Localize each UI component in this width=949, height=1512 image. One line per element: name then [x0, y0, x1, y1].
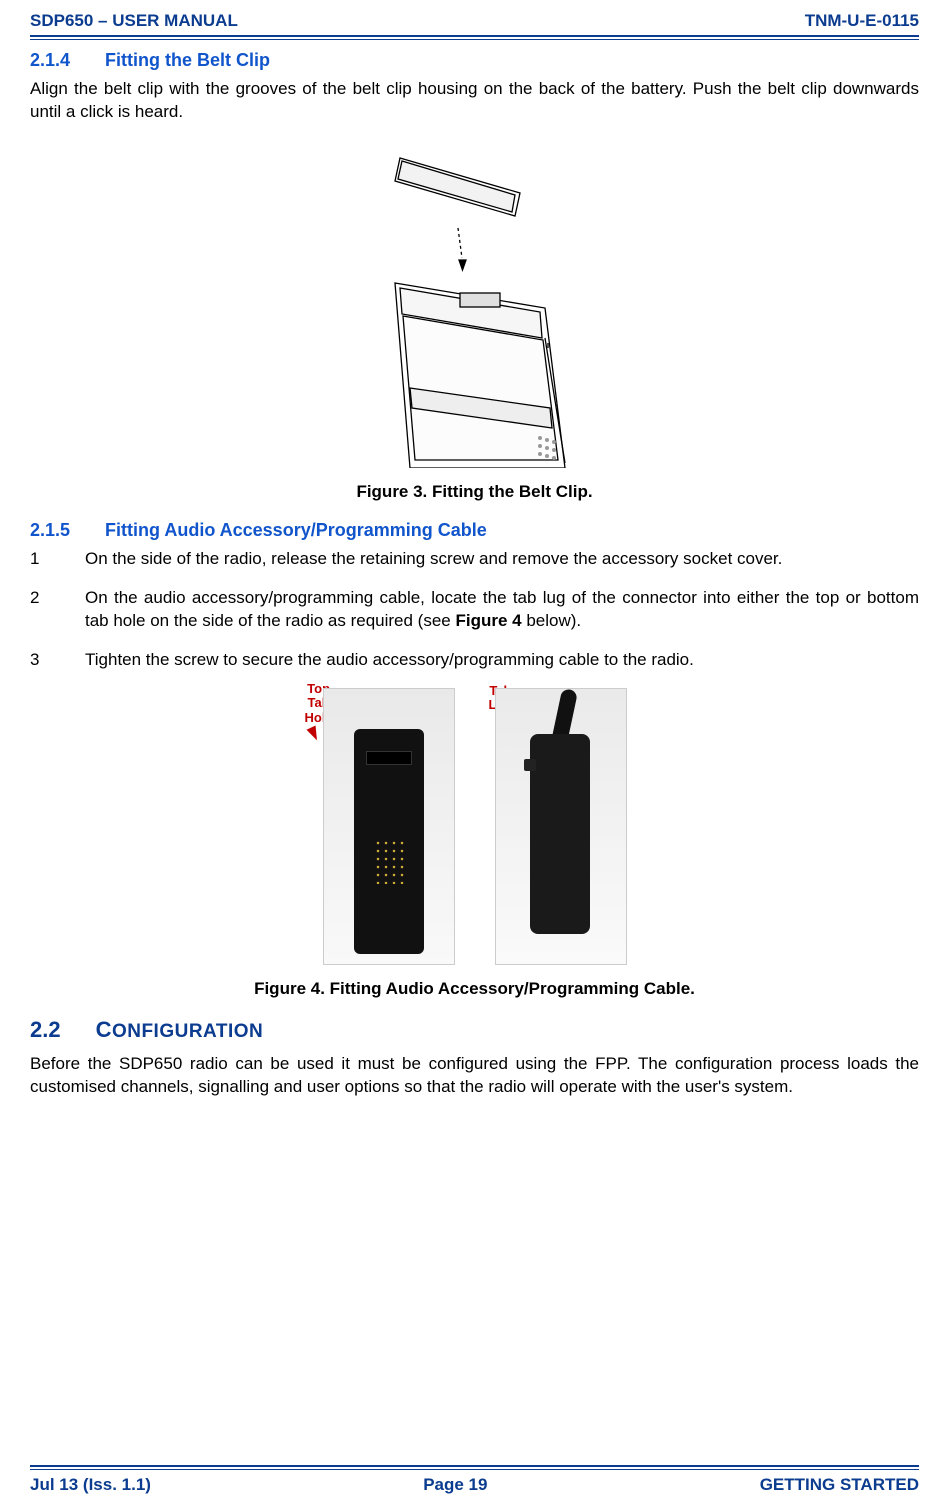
step-1-text: On the side of the radio, release the re…	[85, 548, 919, 571]
section-215-heading: 2.1.5 Fitting Audio Accessory/Programmin…	[30, 518, 919, 542]
step-2-figref: Figure 4	[455, 611, 521, 630]
step-3-text: Tighten the screw to secure the audio ac…	[85, 649, 919, 672]
section-214-title: Fitting the Belt Clip	[105, 50, 270, 70]
footer-center: Page 19	[423, 1474, 487, 1497]
section-214-heading: 2.1.4 Fitting the Belt Clip	[30, 48, 919, 72]
step-2-number: 2	[30, 587, 85, 633]
footer-right: GETTING STARTED	[760, 1474, 919, 1497]
section-22-heading: 2.2 CONFIGURATION	[30, 1015, 919, 1045]
step-1-number: 1	[30, 548, 85, 571]
step-2: 2 On the audio accessory/programming cab…	[30, 587, 919, 633]
doc-code-right: TNM-U-E-0115	[805, 10, 919, 33]
step-1: 1 On the side of the radio, release the …	[30, 548, 919, 571]
section-215-steps: 1 On the side of the radio, release the …	[30, 548, 919, 672]
figure-4: Top Tab Hole Tab Lug	[30, 688, 919, 972]
doc-footer: Jul 13 (Iss. 1.1) Page 19 GETTING STARTE…	[30, 1474, 919, 1497]
figure-3-caption: Figure 3. Fitting the Belt Clip.	[30, 481, 919, 504]
figure-3	[30, 138, 919, 475]
footer-left: Jul 13 (Iss. 1.1)	[30, 1474, 151, 1497]
step-3: 3 Tighten the screw to secure the audio …	[30, 649, 919, 672]
radio-side-photo	[323, 688, 455, 965]
section-214-body: Align the belt clip with the grooves of …	[30, 78, 919, 124]
figure-4-images: Top Tab Hole Tab Lug	[323, 688, 627, 972]
section-22-title-rest: ONFIGURATION	[112, 1021, 263, 1042]
section-22-title-first: C	[96, 1017, 112, 1042]
figure-4-caption: Figure 4. Fitting Audio Accessory/Progra…	[30, 978, 919, 1001]
section-22-body: Before the SDP650 radio can be used it m…	[30, 1053, 919, 1099]
section-215-title: Fitting Audio Accessory/Programming Cabl…	[105, 520, 487, 540]
doc-title-left: SDP650 – USER MANUAL	[30, 10, 238, 33]
step-2-text: On the audio accessory/programming cable…	[85, 587, 919, 633]
section-22-number: 2.2	[30, 1015, 90, 1045]
step-2-post: below).	[522, 611, 582, 630]
section-214-number: 2.1.4	[30, 48, 100, 72]
belt-clip-illustration	[340, 138, 610, 468]
figure-4-right: Tab Lug	[495, 688, 627, 972]
cable-side-photo	[495, 688, 627, 965]
step-3-number: 3	[30, 649, 85, 672]
figure-4-left: Top Tab Hole	[323, 688, 455, 972]
section-215-number: 2.1.5	[30, 518, 100, 542]
doc-header: SDP650 – USER MANUAL TNM-U-E-0115	[30, 10, 919, 35]
section-22-title: CONFIGURATION	[96, 1021, 264, 1042]
header-rule	[30, 35, 919, 40]
footer-rule	[30, 1465, 919, 1470]
